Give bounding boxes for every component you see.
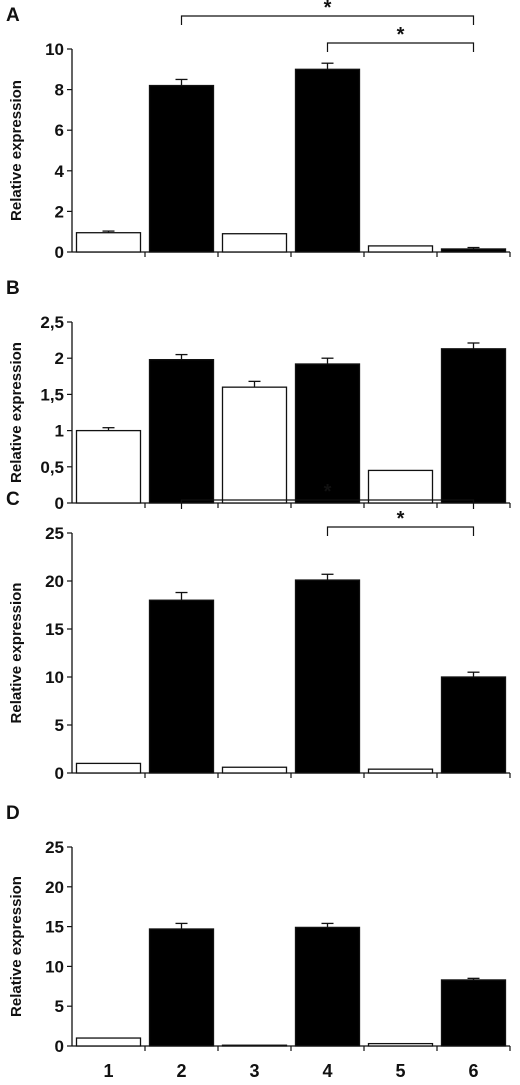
panel-c: C Relative expression 0 5 10 15 20 25 * * xyxy=(6,481,511,783)
bar-b-5 xyxy=(367,469,434,504)
bar-b-1 xyxy=(75,429,142,504)
bar-d-2 xyxy=(148,928,215,1047)
y-axis-label: Relative expression xyxy=(8,583,25,724)
bar-a-6 xyxy=(440,248,507,253)
bar-d-3 xyxy=(221,1044,288,1047)
bar-d-4 xyxy=(294,926,361,1047)
y-tick-label: 0,5 xyxy=(40,458,64,477)
bar-b-4 xyxy=(294,363,361,504)
bar-c-4 xyxy=(294,579,361,774)
bar-d-1 xyxy=(75,1037,142,1047)
y-tick-label: 5 xyxy=(55,997,64,1016)
significance-bracket xyxy=(180,499,475,509)
panel-label: B xyxy=(6,278,20,299)
y-tick-label: 1 xyxy=(55,422,64,441)
y-tick-label: 10 xyxy=(45,40,64,59)
y-tick-label: 8 xyxy=(55,81,64,100)
y-tick-label: 10 xyxy=(45,668,64,687)
significance-star: * xyxy=(397,24,405,46)
y-tick-label: 25 xyxy=(45,524,64,543)
y-tick-label: 0 xyxy=(55,764,64,783)
significance-bracket xyxy=(326,526,475,536)
bar-c-2 xyxy=(148,599,215,774)
x-tick-label: 4 xyxy=(322,1061,332,1081)
panel-label: C xyxy=(6,489,20,510)
bar-d-5 xyxy=(367,1042,434,1047)
x-tick-label: 5 xyxy=(395,1061,405,1081)
y-tick-label: 0 xyxy=(55,243,64,262)
y-tick-label: 4 xyxy=(55,162,65,181)
panel-d: D Relative expression 0 5 10 15 20 25 xyxy=(6,803,511,1056)
significance-bracket xyxy=(326,42,475,52)
x-tick-label: 6 xyxy=(468,1061,478,1081)
y-tick-label: 20 xyxy=(45,572,64,591)
y-tick-label: 2 xyxy=(55,202,64,221)
panel-b: B Relative expression 0 0,5 1 1,5 2 2,5 xyxy=(6,278,511,513)
bar-a-3 xyxy=(221,233,288,253)
y-axis-label: Relative expression xyxy=(8,342,25,483)
y-tick-label: 20 xyxy=(45,878,64,897)
y-tick-label: 15 xyxy=(45,620,64,639)
x-tick-label: 2 xyxy=(176,1061,186,1081)
y-tick-label: 25 xyxy=(45,838,64,857)
bar-c-5 xyxy=(367,768,434,774)
panel-label: D xyxy=(6,803,20,824)
panel-label: A xyxy=(6,5,20,26)
y-tick-label: 0 xyxy=(55,1037,64,1056)
y-tick-label: 10 xyxy=(45,957,64,976)
bar-b-3 xyxy=(221,386,288,504)
y-tick-label: 6 xyxy=(55,121,64,140)
bar-d-6 xyxy=(440,979,507,1047)
bar-a-5 xyxy=(367,245,434,253)
y-tick-label: 0 xyxy=(55,494,64,513)
significance-star: * xyxy=(324,481,332,503)
bar-a-2 xyxy=(148,84,215,253)
bar-b-2 xyxy=(148,358,215,504)
y-tick-label: 2,5 xyxy=(40,313,64,332)
significance-star: * xyxy=(324,0,332,19)
bar-a-4 xyxy=(294,68,361,253)
y-tick-label: 5 xyxy=(55,716,64,735)
x-category-labels: 1 2 3 4 5 6 xyxy=(103,1061,478,1081)
significance-bracket xyxy=(180,15,475,25)
panel-a: A Relative expression 0 2 4 6 8 10 * * xyxy=(6,0,511,262)
bar-c-3 xyxy=(221,766,288,774)
bar-b-6 xyxy=(440,348,507,504)
bar-c-6 xyxy=(440,676,507,774)
y-tick-label: 2 xyxy=(55,349,64,368)
y-axis-label: Relative expression xyxy=(8,876,25,1017)
x-tick-label: 1 xyxy=(103,1061,113,1081)
x-tick-label: 3 xyxy=(249,1061,259,1081)
y-axis-label: Relative expression xyxy=(8,80,25,221)
y-tick-label: 15 xyxy=(45,918,64,937)
bar-a-1 xyxy=(75,232,142,253)
bar-c-1 xyxy=(75,762,142,774)
significance-star: * xyxy=(397,508,405,530)
y-tick-label: 1,5 xyxy=(40,385,64,404)
